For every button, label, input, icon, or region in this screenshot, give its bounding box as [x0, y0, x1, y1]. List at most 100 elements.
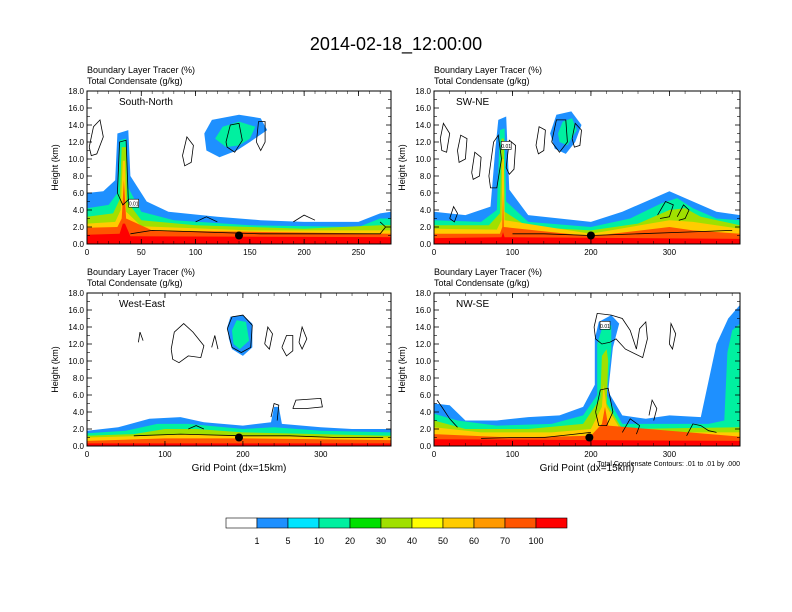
colorbar-label: 10	[314, 536, 324, 546]
x-tick-label: 50	[137, 248, 146, 257]
y-tick-label: 16.0	[68, 104, 84, 113]
contour-label-box	[128, 198, 139, 208]
contour-label: 0.01	[129, 202, 139, 208]
tracer-fill-layer	[232, 320, 250, 350]
y-tick-label: 4.0	[73, 408, 85, 417]
x-tick-label: 0	[432, 248, 437, 257]
y-axis-label: Height (km)	[50, 144, 60, 191]
y-tick-label: 0.0	[73, 442, 85, 451]
y-tick-label: 2.0	[73, 223, 85, 232]
x-tick-label: 0	[85, 248, 90, 257]
y-tick-label: 6.0	[420, 391, 432, 400]
condensate-contour	[449, 205, 458, 223]
contour-label-heading: Total Condensate (g/kg)	[434, 76, 530, 86]
condensate-contour	[669, 322, 677, 351]
colorbar-box	[504, 517, 537, 529]
condensate-contour	[188, 425, 205, 430]
colorbar-label: 1	[254, 536, 259, 546]
field-label: Boundary Layer Tracer (%)	[87, 267, 195, 277]
contour-footnote: Total Condensate Contours: .01 to .01 by…	[597, 461, 740, 468]
y-tick-label: 12.0	[415, 138, 431, 147]
field-label: Boundary Layer Tracer (%)	[87, 65, 195, 75]
y-tick-label: 4.0	[420, 206, 432, 215]
tracer-fill-layer	[434, 232, 740, 244]
y-tick-label: 18.0	[415, 87, 431, 96]
condensate-contour	[117, 139, 129, 206]
condensate-contour	[270, 402, 280, 421]
y-tick-label: 12.0	[415, 340, 431, 349]
tracer-fill-layer	[87, 223, 391, 244]
plot-area: 0.01	[434, 304, 740, 446]
condensate-contour	[436, 399, 458, 428]
condensate-contour	[211, 335, 219, 350]
condensate-contour	[264, 325, 273, 350]
condensate-contour	[593, 312, 648, 359]
location-marker	[235, 433, 243, 442]
field-label: Boundary Layer Tracer (%)	[434, 267, 542, 277]
y-tick-label: 6.0	[73, 391, 85, 400]
colorbar-label: 30	[376, 536, 386, 546]
condensate-contour	[225, 122, 243, 153]
contour-label-heading: Total Condensate (g/kg)	[87, 76, 183, 86]
contour-label: 0.01	[600, 324, 610, 330]
colorbar-box	[442, 517, 475, 529]
location-marker	[585, 433, 594, 442]
condensate-contour	[481, 432, 591, 439]
x-tick-label: 0	[432, 450, 437, 459]
x-axis-label: Grid Point (dx=15km)	[192, 463, 287, 474]
colorbar-box	[380, 517, 413, 529]
condensate-contour	[293, 214, 316, 223]
colorbar-label: 70	[500, 536, 510, 546]
colorbar-box	[411, 517, 444, 529]
panel-label: West-East	[119, 299, 165, 310]
tracer-fill-layer	[558, 118, 577, 146]
condensate-contour	[488, 134, 502, 189]
y-axis-label: Height (km)	[397, 144, 407, 191]
y-tick-label: 4.0	[73, 206, 85, 215]
contour-label: 0.01	[501, 144, 511, 150]
condensate-contour	[138, 331, 144, 343]
colorbar: 1 5 10 20 30 40 50 60 70 100	[225, 517, 568, 546]
condensate-contour	[457, 134, 468, 164]
y-tick-label: 6.0	[73, 189, 85, 198]
y-tick-label: 10.0	[415, 357, 431, 366]
panel-4: 0.01 0.0 2.0 4.0 6.0 8.0 10.0 12.0 14.0 16.0 18.0 0…	[397, 267, 741, 474]
plot-area	[87, 314, 391, 446]
x-tick-label: 100	[506, 248, 520, 257]
y-tick-label: 18.0	[68, 289, 84, 298]
y-tick-label: 2.0	[420, 425, 432, 434]
x-tick-label: 100	[158, 450, 172, 459]
colorbar-label: 60	[469, 536, 479, 546]
y-tick-label: 8.0	[73, 374, 85, 383]
tracer-fill-layer	[87, 138, 391, 244]
condensate-contour	[657, 200, 674, 219]
condensate-contour	[535, 126, 546, 155]
y-tick-label: 2.0	[73, 425, 85, 434]
y-tick-label: 12.0	[68, 138, 84, 147]
y-tick-label: 6.0	[420, 189, 432, 198]
y-tick-label: 16.0	[415, 306, 431, 315]
y-tick-label: 8.0	[420, 172, 432, 181]
condensate-contour	[676, 204, 690, 221]
y-tick-label: 14.0	[415, 323, 431, 332]
colorbar-label: 100	[528, 536, 543, 546]
y-tick-label: 8.0	[420, 374, 432, 383]
tracer-fill-layer	[434, 159, 740, 244]
tracer-fill-layer	[87, 130, 391, 244]
x-tick-label: 100	[506, 450, 520, 459]
y-tick-label: 0.0	[420, 442, 432, 451]
condensate-contour	[170, 323, 205, 364]
panel-label: SW-NE	[456, 97, 489, 108]
y-tick-label: 10.0	[68, 357, 84, 366]
y-tick-label: 8.0	[73, 172, 85, 181]
panel-2: 0.01 0.0 2.0 4.0 6.0 8.0 10.0 12.0 14.0 16.0 18.0 0…	[397, 65, 741, 257]
panel-label: NW-SE	[456, 299, 489, 310]
condensate-contour	[88, 119, 104, 157]
panel-label: South-North	[119, 97, 173, 108]
location-marker	[235, 231, 243, 240]
y-tick-label: 16.0	[68, 306, 84, 315]
condensate-contour	[226, 314, 253, 353]
x-tick-label: 100	[189, 248, 203, 257]
panel-1: 0.01 0.0 2.0 4.0 6.0 8.0 10.0 12.0 14.0 16.0 18.0 0…	[50, 65, 392, 257]
